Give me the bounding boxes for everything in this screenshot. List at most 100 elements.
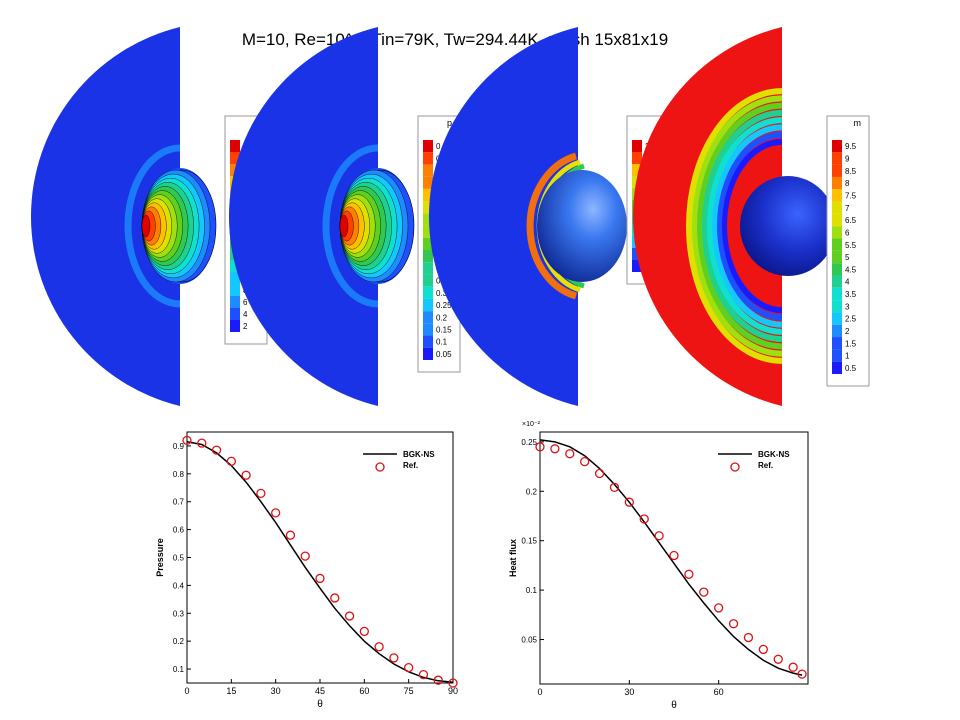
- data-point: [773, 654, 783, 664]
- legend-label: BGK-NS: [758, 450, 790, 459]
- data-point: [743, 632, 754, 643]
- data-point: [609, 482, 620, 492]
- y-axis-label: Pressure: [155, 538, 165, 577]
- legend-swatch: [230, 308, 240, 320]
- data-point: [389, 653, 399, 663]
- data-point: [639, 514, 649, 524]
- data-point: [433, 675, 443, 685]
- legend-swatch: [632, 152, 642, 164]
- legend-swatch: [832, 263, 842, 276]
- legend-swatch: [423, 140, 433, 153]
- data-point: [256, 488, 266, 499]
- legend-level-label: 0.2: [436, 313, 448, 322]
- legend-marker-swatch: [375, 462, 385, 472]
- contour-panel-p: p0.90.850.80.750.70.650.60.550.50.450.40…: [228, 27, 461, 406]
- legend-level-label: 0.05: [436, 350, 452, 359]
- data-point: [728, 619, 739, 629]
- legend-swatch: [423, 213, 433, 226]
- legend-level-label: 3: [845, 302, 850, 311]
- legend-swatch: [423, 201, 433, 214]
- legend-swatch: [832, 312, 842, 325]
- data-point: [418, 669, 429, 680]
- series-line-BGK-NS: [539, 439, 803, 676]
- data-point: [758, 644, 768, 655]
- legend-swatch: [423, 237, 433, 250]
- heat-flux-chart: 0 30 60 0.05 0.1 0.15 0.2 0.25 θ Heat flux ×10⁻² BG…: [508, 421, 809, 711]
- y-tick-label: 0.1: [173, 665, 185, 674]
- legend-level-label: 0.5: [845, 364, 857, 373]
- legend-variable-label: p: [447, 118, 452, 128]
- legend-swatch: [832, 213, 842, 227]
- legend-swatch: [423, 298, 433, 312]
- data-point: [226, 456, 236, 466]
- y-tick-label: 0.6: [173, 526, 185, 535]
- y-tick-label: 0.7: [173, 498, 185, 507]
- data-point: [714, 603, 724, 613]
- y-tick-label: 0.05: [521, 636, 537, 645]
- y-tick-label: 0.5: [173, 554, 185, 563]
- legend-swatch: [230, 272, 240, 284]
- data-point: [241, 470, 251, 480]
- legend-level-label: 1: [845, 352, 850, 361]
- legend-level-label: 6: [243, 298, 248, 307]
- data-point: [448, 678, 458, 688]
- legend-swatch: [230, 152, 240, 164]
- mach-contour-band: [691, 95, 783, 357]
- x-tick-label: 30: [271, 686, 281, 696]
- legend-level-label: 7.5: [845, 192, 857, 201]
- legend-swatch: [423, 335, 433, 348]
- x-axis-label: θ: [671, 700, 677, 711]
- data-point: [404, 663, 414, 673]
- x-tick-label: 30: [624, 687, 634, 697]
- series-line-BGK-NS: [186, 441, 454, 683]
- legend-level-label: 5: [845, 253, 850, 262]
- x-axis-label: θ: [317, 699, 323, 710]
- legend-level-label: 8: [845, 179, 850, 188]
- legend-level-label: 2: [243, 322, 248, 331]
- plot-frame: [539, 431, 809, 685]
- legend-swatch: [832, 337, 842, 350]
- legend-level-label: 6.5: [845, 216, 857, 225]
- legend-level-label: 7: [845, 204, 850, 213]
- mach-contour-band: [716, 131, 783, 321]
- data-point: [669, 550, 679, 561]
- legend-level-label: 0.1: [436, 338, 448, 347]
- legend-level-label: 5.5: [845, 241, 857, 250]
- data-point: [182, 435, 192, 446]
- legend-swatch: [423, 286, 433, 299]
- legend-swatch: [832, 238, 842, 251]
- data-point: [300, 551, 310, 561]
- legend-label: BGK-NS: [403, 450, 435, 459]
- data-point: [271, 508, 281, 518]
- legend-swatch: [423, 188, 433, 202]
- data-point: [580, 456, 590, 467]
- legend-level-label: 2.5: [845, 315, 857, 324]
- legend-level-label: 9: [845, 155, 850, 164]
- mach-contour-band: [686, 88, 783, 364]
- data-point: [699, 587, 709, 597]
- y-tick-label: 0.2: [526, 487, 538, 496]
- legend-swatch: [832, 361, 842, 374]
- y-tick-label: 0.4: [173, 581, 185, 590]
- shock-layer-field: [228, 27, 378, 406]
- legend-swatch: [832, 300, 842, 313]
- legend-swatch: [423, 225, 433, 238]
- legend-level-label: 4: [243, 310, 248, 319]
- legend-level-label: 2: [845, 327, 850, 336]
- legend-level-label: 9.5: [845, 142, 857, 151]
- y-axis-label: Heat flux: [508, 539, 518, 577]
- legend-swatch: [423, 274, 433, 287]
- shock-layer-field: [30, 27, 181, 406]
- y-tick-label: 0.25: [521, 438, 537, 447]
- y-tick-label: 0.1: [526, 586, 538, 595]
- legend-swatch: [423, 250, 433, 263]
- data-point: [197, 438, 207, 448]
- legend-level-label: 0.15: [436, 326, 452, 335]
- legend-level-label: 6: [845, 228, 850, 237]
- legend-marker-swatch: [730, 462, 740, 472]
- legend-swatch: [230, 140, 240, 152]
- data-point: [359, 626, 369, 637]
- x-tick-label: 0: [537, 687, 542, 697]
- contour-band: [141, 214, 151, 238]
- legend-level-label: 0.9: [436, 142, 448, 151]
